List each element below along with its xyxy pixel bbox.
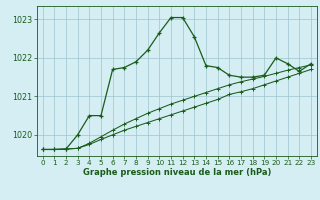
X-axis label: Graphe pression niveau de la mer (hPa): Graphe pression niveau de la mer (hPa): [83, 168, 271, 177]
